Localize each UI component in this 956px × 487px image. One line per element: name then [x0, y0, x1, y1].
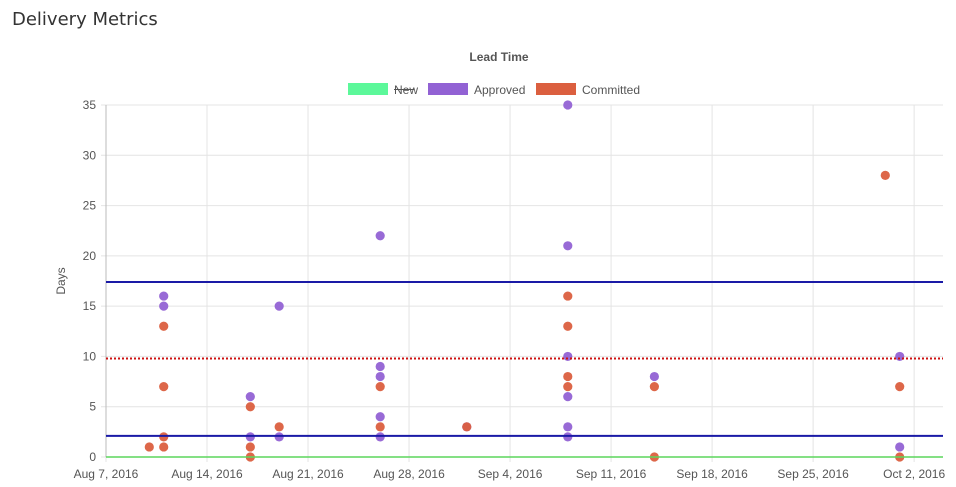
- data-point: [563, 291, 573, 301]
- x-tick-label: Aug 28, 2016: [373, 467, 445, 481]
- legend-label: Approved: [474, 83, 525, 97]
- legend-item-approved: Approved: [428, 83, 525, 97]
- data-point: [462, 422, 472, 432]
- data-point: [159, 291, 169, 301]
- legend: New Approved Committed: [348, 83, 640, 97]
- data-point: [563, 422, 573, 432]
- data-point: [563, 241, 573, 251]
- legend-swatch: [428, 83, 468, 95]
- data-point: [895, 382, 905, 392]
- y-tick-label: 15: [83, 299, 97, 313]
- x-tick-label: Aug 14, 2016: [171, 467, 243, 481]
- data-point: [563, 371, 573, 382]
- data-point: [563, 432, 573, 442]
- data-point: [274, 301, 284, 311]
- data-point: [375, 371, 385, 382]
- data-point: [375, 361, 385, 372]
- x-tick-label: Aug 21, 2016: [272, 467, 344, 481]
- y-tick-label: 10: [83, 349, 97, 363]
- data-point: [144, 442, 154, 452]
- series-approved: [159, 100, 905, 452]
- data-point: [375, 422, 385, 432]
- x-tick-label: Sep 4, 2016: [478, 467, 543, 481]
- x-tick-label: Sep 25, 2016: [777, 467, 849, 481]
- data-point: [649, 371, 659, 382]
- data-point: [245, 392, 255, 402]
- data-point: [375, 412, 385, 422]
- legend-item-new: New: [348, 83, 418, 97]
- data-point: [274, 422, 284, 432]
- data-point: [159, 321, 169, 331]
- data-point: [563, 100, 573, 110]
- legend-swatch: [348, 83, 388, 95]
- data-point: [245, 442, 255, 452]
- data-point: [375, 432, 385, 442]
- data-point: [563, 351, 573, 362]
- data-point: [563, 321, 573, 331]
- x-tick-label: Sep 18, 2016: [676, 467, 748, 481]
- y-tick-label: 0: [89, 450, 96, 464]
- axes: 0 5 10 15 20 25 30 35 Aug 7, 2016 Aug 14, 2016 Aug…: [74, 98, 946, 481]
- legend-label: Committed: [582, 83, 640, 97]
- data-point: [563, 392, 573, 402]
- series-committed: [144, 170, 905, 462]
- data-point: [563, 382, 573, 392]
- x-tick-label: Sep 11, 2016: [576, 467, 647, 481]
- data-point: [895, 351, 905, 362]
- data-point: [159, 301, 169, 311]
- legend-item-committed: Committed: [536, 83, 640, 97]
- chart-title: Lead Time: [469, 50, 528, 64]
- y-tick-label: 20: [83, 249, 97, 263]
- y-tick-label: 30: [83, 148, 97, 162]
- data-point: [159, 382, 169, 392]
- data-point: [274, 432, 284, 442]
- data-point: [245, 402, 255, 412]
- data-point: [375, 231, 385, 241]
- grid: [101, 104, 943, 462]
- data-point: [159, 432, 169, 442]
- x-tick-label: Oct 2, 2016: [883, 467, 945, 481]
- y-axis-title: Days: [54, 267, 68, 294]
- page-title: Delivery Metrics: [12, 9, 158, 30]
- data-points: [144, 100, 905, 462]
- data-point: [245, 432, 255, 442]
- x-tick-label: Aug 7, 2016: [74, 467, 139, 481]
- legend-swatch: [536, 83, 576, 95]
- y-tick-label: 35: [83, 98, 97, 112]
- data-point: [649, 382, 659, 392]
- data-point: [375, 382, 385, 392]
- data-point: [880, 170, 890, 180]
- y-tick-label: 5: [89, 400, 96, 414]
- data-point: [159, 442, 169, 452]
- y-tick-label: 25: [83, 199, 97, 213]
- reference-lines: [106, 281, 943, 458]
- data-point: [895, 442, 905, 452]
